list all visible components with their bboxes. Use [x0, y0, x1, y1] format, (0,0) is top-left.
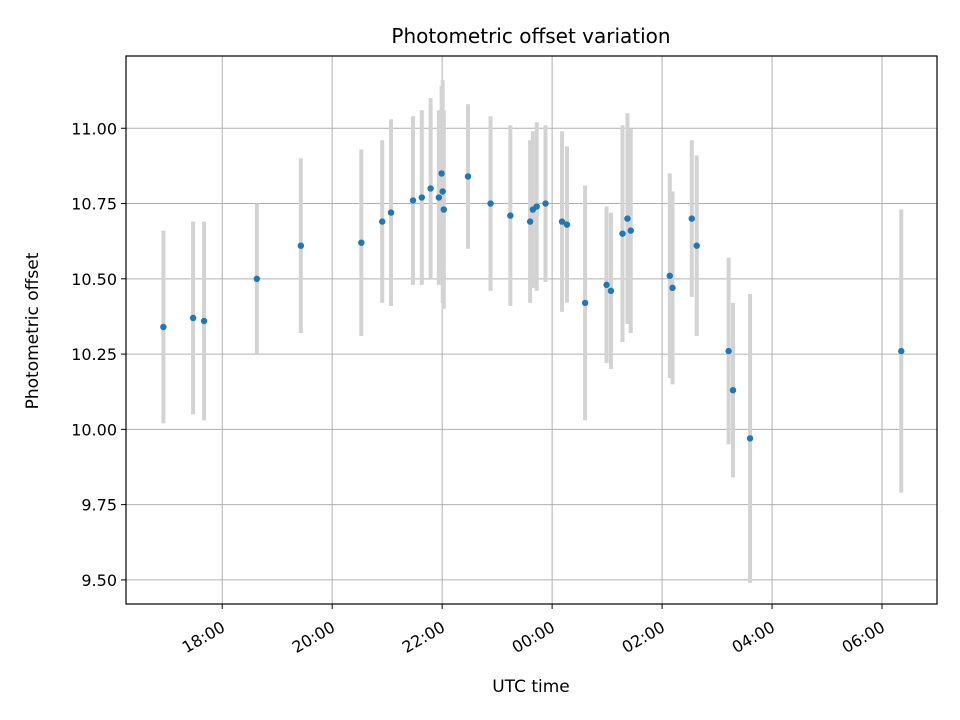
plot-frame [125, 55, 938, 605]
data-point [464, 173, 472, 180]
data-point [438, 170, 445, 177]
data-points [160, 170, 905, 442]
y-tick-label: 9.75 [81, 496, 117, 515]
x-axis-title: UTC time [492, 677, 570, 697]
data-point [688, 215, 695, 222]
data-point [435, 194, 443, 201]
data-point [379, 218, 386, 225]
y-axis-ticks: 9.50 9.75 10.00 10.25 10.50 10.75 11.00 [71, 119, 126, 590]
y-tick-label: 10.00 [71, 420, 117, 439]
data-point [619, 230, 626, 237]
data-point [358, 239, 365, 246]
data-point [427, 185, 434, 192]
data-point [563, 221, 571, 228]
data-point [746, 435, 754, 442]
y-tick-label: 10.75 [71, 195, 117, 214]
data-point [627, 227, 634, 234]
data-point [387, 209, 395, 216]
data-point [409, 197, 417, 204]
data-point [297, 242, 305, 249]
y-tick-label: 11.00 [71, 119, 117, 138]
data-point [729, 387, 737, 394]
data-point [542, 200, 549, 207]
y-tick-label: 10.25 [71, 345, 117, 364]
data-point [160, 323, 167, 331]
data-point [439, 188, 446, 195]
data-point [624, 215, 631, 222]
chart-title: Photometric offset variation [391, 24, 670, 48]
y-tick-label: 10.50 [71, 270, 117, 289]
data-point [603, 281, 610, 289]
data-point [669, 284, 676, 292]
data-point [526, 218, 534, 225]
data-point [440, 206, 448, 213]
data-point [253, 275, 261, 283]
y-tick-label: 9.50 [81, 571, 117, 590]
data-point [507, 212, 514, 219]
data-point [418, 194, 426, 201]
data-point [607, 287, 615, 295]
data-point [693, 242, 700, 249]
data-point [487, 200, 494, 207]
y-axis-title: Photometric offset [23, 252, 43, 409]
data-point [581, 299, 589, 307]
data-point [533, 203, 540, 210]
data-point [189, 314, 197, 322]
data-point [666, 272, 673, 280]
data-point [558, 218, 566, 225]
data-point [898, 347, 905, 355]
data-point [200, 317, 208, 325]
data-point [725, 347, 732, 355]
